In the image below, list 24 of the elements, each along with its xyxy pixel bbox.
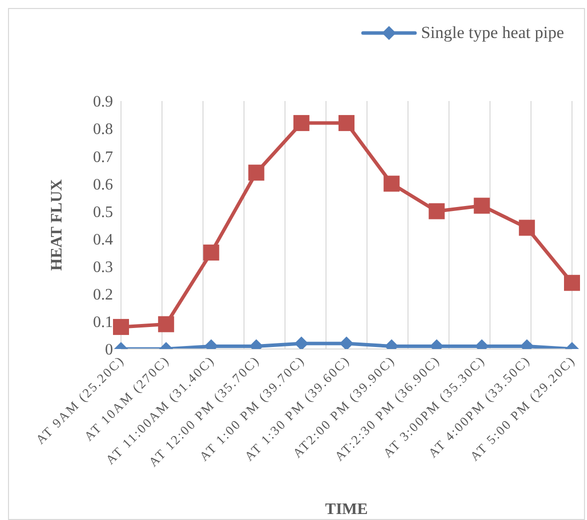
y-tick-label: 0.1 bbox=[93, 314, 113, 332]
point bbox=[340, 336, 354, 349]
y-tick-label: 0.8 bbox=[93, 121, 113, 138]
y-tick-label: 0.7 bbox=[93, 148, 113, 166]
point bbox=[384, 176, 400, 192]
x-axis-title: TIME bbox=[325, 501, 368, 518]
point bbox=[428, 203, 445, 220]
y-axis-title: HEAT FLUX bbox=[48, 178, 66, 271]
y-tick-label: 0.2 bbox=[93, 286, 113, 304]
y-tick-label: 0.6 bbox=[93, 176, 113, 194]
y-tick-label: 0.9 bbox=[93, 94, 113, 111]
point bbox=[293, 115, 310, 132]
point bbox=[203, 244, 220, 261]
y-tick-label: 0.4 bbox=[93, 231, 113, 248]
point bbox=[294, 336, 308, 349]
y-tick-label: 0.5 bbox=[93, 204, 113, 221]
y-tick-label: 0.3 bbox=[93, 259, 113, 276]
point bbox=[518, 220, 535, 236]
point bbox=[338, 115, 354, 132]
legend-label: Single type heat pipe bbox=[420, 23, 564, 43]
point bbox=[474, 198, 490, 214]
point bbox=[248, 164, 264, 181]
point bbox=[564, 274, 580, 291]
y-tick-label: 0 bbox=[105, 342, 113, 359]
